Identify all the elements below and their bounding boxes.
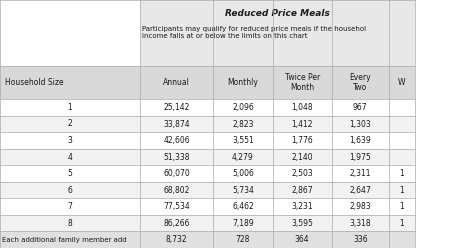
- Text: 1: 1: [399, 219, 404, 228]
- Bar: [0, 215, 415, 231]
- Text: 3: 3: [67, 136, 73, 145]
- Text: 2,140: 2,140: [292, 153, 313, 161]
- Text: 60,070: 60,070: [163, 169, 190, 178]
- Text: 3,595: 3,595: [291, 219, 313, 228]
- Text: 25,142: 25,142: [164, 103, 190, 112]
- Text: 2,311: 2,311: [349, 169, 371, 178]
- Text: 4,279: 4,279: [232, 153, 254, 161]
- Bar: [0, 66, 415, 99]
- Text: 1,048: 1,048: [292, 103, 313, 112]
- Bar: [0, 231, 415, 248]
- Text: 8: 8: [67, 219, 73, 228]
- Text: Twice Per
Month: Twice Per Month: [284, 73, 320, 92]
- Text: 5,734: 5,734: [232, 186, 254, 195]
- Bar: [0, 0, 140, 66]
- Text: 2,096: 2,096: [232, 103, 254, 112]
- Text: 1: 1: [399, 169, 404, 178]
- Bar: [0, 99, 415, 116]
- Text: Participants may qualify for reduced price meals if the househol
income falls at: Participants may qualify for reduced pri…: [142, 26, 366, 39]
- Text: 8,732: 8,732: [166, 235, 187, 244]
- Text: 1: 1: [67, 103, 73, 112]
- Bar: [0, 165, 415, 182]
- Text: Every
Two: Every Two: [349, 73, 371, 92]
- Text: 77,534: 77,534: [163, 202, 190, 211]
- Text: 7: 7: [67, 202, 73, 211]
- Bar: [0, 149, 415, 165]
- Text: 1: 1: [399, 186, 404, 195]
- Text: 1,412: 1,412: [292, 120, 313, 128]
- Text: 51,338: 51,338: [164, 153, 190, 161]
- Text: Household Size: Household Size: [5, 78, 64, 87]
- Text: 2,823: 2,823: [232, 120, 254, 128]
- Text: 3,231: 3,231: [292, 202, 313, 211]
- Text: 1: 1: [399, 202, 404, 211]
- Text: 3,551: 3,551: [232, 136, 254, 145]
- Text: 5: 5: [67, 169, 73, 178]
- Text: Reduced Price Meals: Reduced Price Meals: [225, 9, 330, 18]
- Text: 336: 336: [353, 235, 367, 244]
- Text: 5,006: 5,006: [232, 169, 254, 178]
- Text: 1,975: 1,975: [349, 153, 371, 161]
- Text: 2,647: 2,647: [349, 186, 371, 195]
- Text: 42,606: 42,606: [163, 136, 190, 145]
- Text: 1,639: 1,639: [349, 136, 371, 145]
- Text: Monthly: Monthly: [228, 78, 258, 87]
- Text: 364: 364: [295, 235, 310, 244]
- Text: 1,303: 1,303: [349, 120, 371, 128]
- Text: 2,867: 2,867: [292, 186, 313, 195]
- Text: 2: 2: [67, 120, 73, 128]
- Text: 6,462: 6,462: [232, 202, 254, 211]
- Text: 33,874: 33,874: [163, 120, 190, 128]
- Text: 728: 728: [236, 235, 250, 244]
- Text: 86,266: 86,266: [164, 219, 190, 228]
- Bar: [0, 132, 415, 149]
- Text: 6: 6: [67, 186, 73, 195]
- Bar: [140, 0, 415, 66]
- Text: Annual: Annual: [163, 78, 190, 87]
- Text: 3,318: 3,318: [349, 219, 371, 228]
- Text: 1,776: 1,776: [292, 136, 313, 145]
- Bar: [0, 182, 415, 198]
- Text: 4: 4: [67, 153, 73, 161]
- Text: 68,802: 68,802: [164, 186, 190, 195]
- Text: 2,983: 2,983: [349, 202, 371, 211]
- Bar: [0, 116, 415, 132]
- Text: 7,189: 7,189: [232, 219, 254, 228]
- Text: W: W: [398, 78, 405, 87]
- Text: 2,503: 2,503: [292, 169, 313, 178]
- Bar: [0, 198, 415, 215]
- Text: 967: 967: [353, 103, 367, 112]
- Text: Each additional family member add: Each additional family member add: [2, 237, 127, 243]
